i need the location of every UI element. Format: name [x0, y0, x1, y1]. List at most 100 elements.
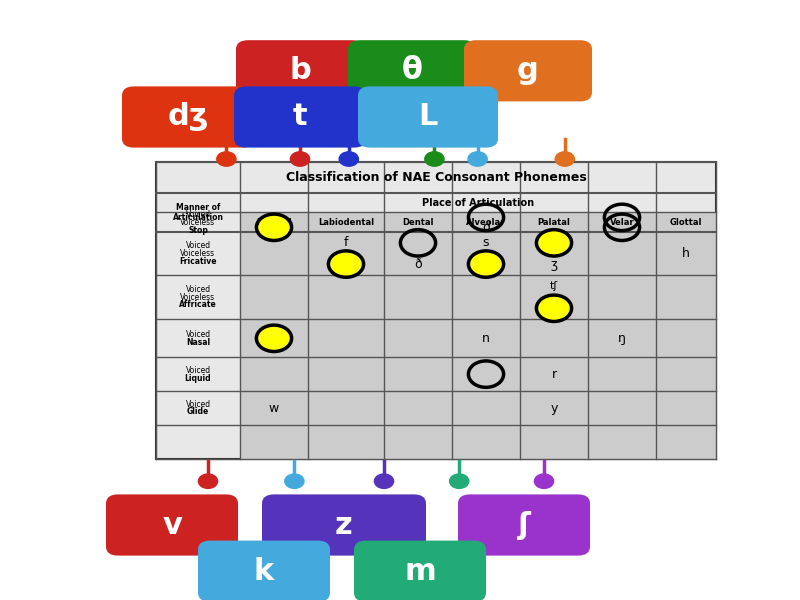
FancyBboxPatch shape: [308, 357, 384, 391]
FancyBboxPatch shape: [520, 212, 588, 232]
FancyBboxPatch shape: [122, 86, 254, 148]
FancyBboxPatch shape: [452, 425, 520, 459]
Text: n: n: [482, 332, 490, 345]
Circle shape: [198, 474, 218, 488]
Text: Glottal: Glottal: [670, 218, 702, 227]
FancyBboxPatch shape: [656, 275, 716, 319]
FancyBboxPatch shape: [384, 391, 452, 425]
Circle shape: [450, 474, 469, 488]
FancyBboxPatch shape: [588, 212, 656, 232]
Text: Nasal: Nasal: [186, 338, 210, 347]
FancyBboxPatch shape: [520, 275, 588, 319]
Text: Voiced: Voiced: [186, 285, 210, 294]
Text: s: s: [482, 236, 490, 250]
FancyBboxPatch shape: [520, 425, 588, 459]
FancyBboxPatch shape: [240, 357, 308, 391]
Text: Classification of NAE Consonant Phonemes: Classification of NAE Consonant Phonemes: [286, 171, 586, 184]
Text: h: h: [682, 247, 690, 260]
Circle shape: [539, 297, 569, 319]
FancyBboxPatch shape: [452, 319, 520, 357]
FancyBboxPatch shape: [384, 357, 452, 391]
FancyBboxPatch shape: [452, 391, 520, 425]
FancyBboxPatch shape: [464, 40, 592, 101]
Circle shape: [539, 232, 569, 254]
FancyBboxPatch shape: [588, 275, 656, 319]
Text: Liquid: Liquid: [185, 374, 211, 383]
FancyBboxPatch shape: [588, 319, 656, 357]
Text: f: f: [344, 236, 348, 250]
FancyBboxPatch shape: [308, 212, 384, 232]
Text: Voiced: Voiced: [186, 330, 210, 339]
Text: Place of Articulation: Place of Articulation: [422, 197, 534, 208]
FancyBboxPatch shape: [656, 425, 716, 459]
FancyBboxPatch shape: [308, 425, 384, 459]
FancyBboxPatch shape: [308, 275, 384, 319]
Text: Fricative: Fricative: [179, 257, 217, 266]
Text: ʒ: ʒ: [550, 257, 558, 271]
Text: Glide: Glide: [187, 407, 209, 416]
Text: Voiced: Voiced: [186, 366, 210, 375]
Text: ð: ð: [414, 257, 422, 271]
Circle shape: [471, 253, 501, 275]
Text: k: k: [254, 557, 274, 586]
FancyBboxPatch shape: [308, 232, 384, 275]
Text: Manner of
Articulation: Manner of Articulation: [173, 203, 223, 222]
Text: Voiced: Voiced: [186, 210, 210, 219]
Circle shape: [331, 253, 361, 275]
FancyBboxPatch shape: [384, 275, 452, 319]
FancyBboxPatch shape: [588, 425, 656, 459]
FancyBboxPatch shape: [236, 40, 364, 101]
FancyBboxPatch shape: [384, 319, 452, 357]
FancyBboxPatch shape: [656, 232, 716, 275]
Text: Voiced: Voiced: [186, 400, 210, 409]
FancyBboxPatch shape: [452, 275, 520, 319]
Text: Voiceless: Voiceless: [181, 293, 215, 302]
FancyBboxPatch shape: [520, 319, 588, 357]
FancyBboxPatch shape: [354, 541, 486, 600]
FancyBboxPatch shape: [106, 494, 238, 556]
FancyBboxPatch shape: [384, 232, 452, 275]
Text: Voiceless: Voiceless: [181, 249, 215, 258]
FancyBboxPatch shape: [656, 357, 716, 391]
Text: t: t: [293, 103, 307, 131]
Text: Voiced: Voiced: [186, 241, 210, 250]
FancyBboxPatch shape: [198, 541, 330, 600]
Text: ʃ: ʃ: [518, 511, 530, 539]
FancyBboxPatch shape: [588, 232, 656, 275]
Text: Alveolar: Alveolar: [466, 218, 506, 227]
FancyBboxPatch shape: [240, 232, 308, 275]
Text: p: p: [270, 211, 278, 224]
Circle shape: [555, 152, 574, 166]
Text: m: m: [404, 557, 436, 586]
FancyBboxPatch shape: [520, 232, 588, 275]
FancyBboxPatch shape: [452, 212, 520, 232]
Text: b: b: [289, 56, 311, 85]
Text: g: g: [517, 56, 539, 85]
Text: Voiceless: Voiceless: [181, 218, 215, 227]
FancyBboxPatch shape: [308, 319, 384, 357]
Circle shape: [425, 152, 444, 166]
FancyBboxPatch shape: [656, 391, 716, 425]
FancyBboxPatch shape: [308, 391, 384, 425]
Text: z: z: [335, 511, 353, 539]
FancyBboxPatch shape: [458, 494, 590, 556]
FancyBboxPatch shape: [240, 425, 308, 459]
Circle shape: [217, 152, 236, 166]
Circle shape: [339, 152, 358, 166]
Text: w: w: [269, 401, 279, 415]
Circle shape: [468, 152, 487, 166]
Circle shape: [374, 474, 394, 488]
Text: Labiodental: Labiodental: [318, 218, 374, 227]
FancyBboxPatch shape: [348, 40, 476, 101]
FancyBboxPatch shape: [384, 212, 452, 232]
FancyBboxPatch shape: [240, 212, 308, 232]
Circle shape: [259, 327, 289, 350]
Circle shape: [285, 474, 304, 488]
Circle shape: [290, 152, 310, 166]
FancyBboxPatch shape: [588, 357, 656, 391]
Text: y: y: [550, 401, 558, 415]
Text: θ: θ: [402, 56, 422, 85]
FancyBboxPatch shape: [240, 319, 308, 357]
Text: Velar: Velar: [610, 218, 634, 227]
FancyBboxPatch shape: [520, 357, 588, 391]
